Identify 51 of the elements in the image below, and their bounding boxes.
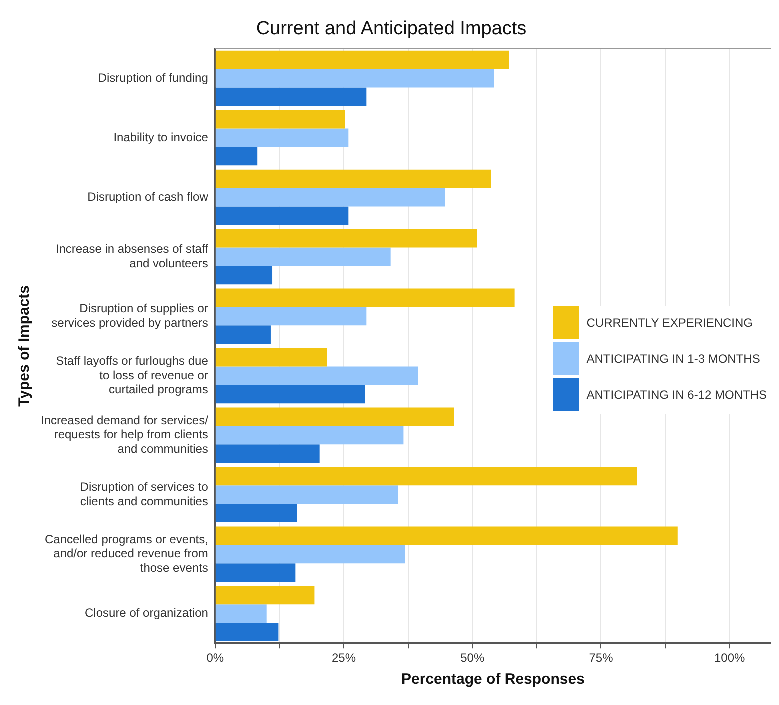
bar: [216, 88, 367, 106]
bar: [216, 307, 367, 326]
bar: [216, 444, 320, 464]
y-tick-label: Cancelled programs or events, and/or reduced revenue from those events: [44, 532, 208, 576]
bar: [216, 545, 406, 564]
bar: [216, 128, 349, 148]
y-tick-label: Increase in absenses of staff and volunteers: [56, 242, 210, 270]
y-tick-label: Disruption of funding: [98, 70, 208, 85]
y-tick-label: Increased demand for services/ requests for help from clients and communities: [40, 413, 210, 456]
bar: [216, 69, 494, 88]
bar: [216, 288, 515, 308]
bar: [216, 366, 418, 386]
y-tick-label: Disruption of cash flow: [88, 190, 209, 204]
bar: [216, 408, 454, 426]
x-tick-label: 25%: [332, 651, 356, 666]
text: ANTICIPATING IN 6-12 MONTHS: [586, 388, 767, 402]
bar: [216, 586, 315, 605]
bar: [216, 110, 346, 129]
x-tick-label: 50%: [460, 651, 485, 666]
bar: [216, 504, 298, 523]
y-tick-label: Inability to invoice: [114, 130, 209, 144]
y-tick-label: Staff layoffs or furloughs due to loss of revenue or curtailed programs: [56, 354, 209, 397]
text: CURRENTLY EXPERIENCING: [586, 316, 754, 330]
y-tick-label: Closure of organization: [85, 606, 208, 620]
bar: [216, 188, 446, 207]
y-tick-label: Disruption of services to clients and communities: [80, 480, 209, 508]
bar: [216, 348, 328, 367]
chart-title: Current and Anticipated Impacts: [256, 18, 527, 40]
bar: [216, 170, 492, 188]
x-tick-label: 0%: [206, 651, 224, 666]
x-tick-label: 100%: [714, 651, 746, 666]
bar: [216, 604, 267, 624]
bar: [216, 50, 510, 70]
bar: [216, 526, 678, 546]
bar: [216, 385, 366, 404]
y-axis-title: Types of Impacts: [16, 285, 34, 407]
bar: [216, 326, 271, 344]
bar: [216, 206, 349, 226]
x-tick-label: 75%: [589, 651, 614, 666]
bar: [216, 426, 404, 445]
bar: [216, 147, 258, 166]
bar: [216, 623, 279, 642]
bar: [216, 229, 478, 248]
bar: [216, 564, 296, 582]
bar: [216, 467, 638, 486]
bar: [216, 486, 398, 504]
x-axis-title: Percentage of Responses: [402, 671, 585, 688]
bar: [216, 248, 391, 266]
text: ANTICIPATING IN 1-3 MONTHS: [586, 352, 760, 366]
y-tick-label: Disruption of supplies or services provided by partners: [52, 302, 208, 330]
bar: [216, 266, 273, 285]
